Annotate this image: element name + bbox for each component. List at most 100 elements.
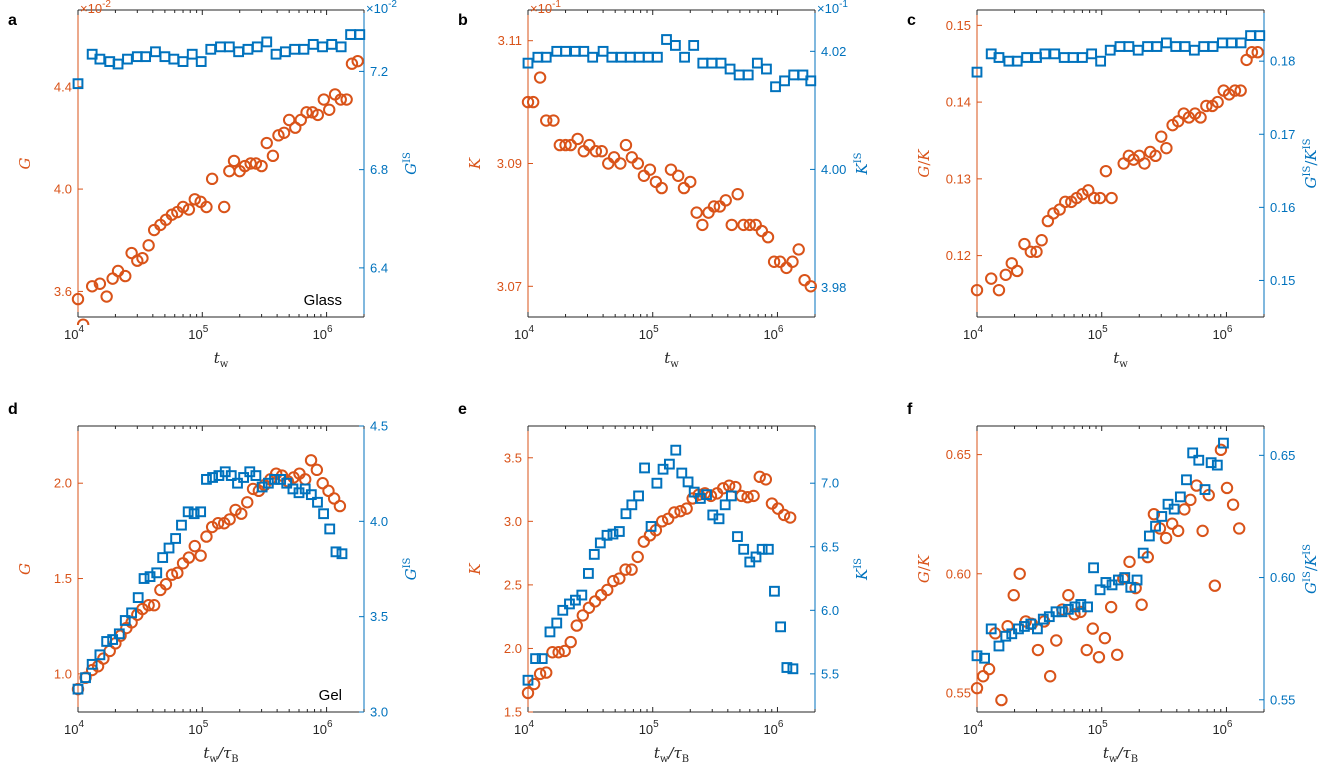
- right-series-point: [775, 621, 787, 633]
- right-series-point: [781, 662, 793, 673]
- left-series-point: [1013, 567, 1026, 580]
- x-tick-label: 106: [1212, 324, 1232, 342]
- right-series-point: [1150, 520, 1161, 532]
- panel-label: b: [458, 12, 468, 29]
- left-series-point: [995, 693, 1008, 707]
- right-axis-label: GIS: [402, 152, 420, 175]
- left-series-point: [1104, 600, 1118, 614]
- left-axis-label: G/K: [915, 554, 933, 583]
- left-series-point: [767, 255, 781, 268]
- right-tick-label: 5.5: [821, 666, 839, 681]
- x-axis-label: tw: [1113, 349, 1128, 370]
- right-series-point: [94, 53, 106, 65]
- left-series-point: [607, 574, 620, 588]
- right-series-point: [1143, 530, 1155, 542]
- right-series-point: [176, 519, 187, 531]
- left-series-point: [159, 578, 173, 591]
- left-series-point: [316, 477, 329, 490]
- right-series-point: [1198, 41, 1210, 52]
- right-series-point: [1088, 562, 1099, 574]
- left-series-point: [244, 157, 257, 170]
- left-series-point: [625, 151, 639, 164]
- left-tick-label: 3.09: [497, 156, 522, 171]
- left-series-point: [588, 595, 602, 608]
- left-series-point: [559, 138, 572, 152]
- right-series-point: [620, 508, 632, 520]
- left-series-point: [1024, 245, 1038, 258]
- left-series-point: [71, 292, 85, 306]
- left-series-point: [345, 57, 359, 70]
- right-series-point: [715, 57, 727, 69]
- right-tick-label: 6.0: [821, 603, 839, 618]
- left-series-point: [272, 129, 285, 142]
- panel-annotation: Gel: [319, 687, 342, 704]
- right-series-point: [557, 604, 569, 616]
- right-series-point: [706, 57, 718, 69]
- right-series-point: [324, 523, 336, 535]
- right-series-point: [159, 51, 171, 63]
- left-series-point: [737, 218, 750, 232]
- left-series-point: [340, 93, 353, 106]
- right-series-point: [215, 41, 226, 53]
- right-series-point: [1226, 37, 1238, 49]
- x-tick-label: 106: [313, 324, 333, 342]
- right-series-point: [1039, 48, 1051, 60]
- left-series-point: [1165, 517, 1179, 530]
- left-series-point: [136, 602, 149, 616]
- right-tick-label: 0.60: [1270, 570, 1295, 585]
- right-series-point: [126, 607, 138, 619]
- left-series-point: [982, 662, 996, 676]
- left-series-point: [176, 200, 190, 214]
- right-series-point: [1058, 52, 1070, 63]
- right-series-point: [101, 636, 113, 647]
- left-series-point: [1228, 84, 1242, 97]
- right-series-point: [724, 63, 736, 75]
- right-series-point: [1086, 48, 1098, 60]
- left-series-point: [671, 169, 685, 182]
- x-tick-label: 104: [514, 324, 534, 342]
- left-series-point: [999, 268, 1012, 281]
- right-series-point: [1125, 581, 1137, 593]
- right-series-point: [1188, 44, 1200, 56]
- right-series-point: [1069, 601, 1081, 613]
- right-series-point: [670, 40, 681, 51]
- left-series-point: [1086, 622, 1099, 635]
- left-series-point: [205, 172, 219, 186]
- right-series-point: [606, 51, 618, 63]
- panel-label: e: [458, 401, 467, 418]
- right-series-point: [651, 51, 663, 63]
- right-series-point: [979, 652, 990, 664]
- right-series-point: [522, 674, 534, 686]
- left-series-point: [680, 502, 693, 515]
- left-series-point: [619, 138, 633, 152]
- left-series-point: [1050, 634, 1063, 647]
- x-axis-label: tw/τB: [1103, 744, 1138, 765]
- left-series-point: [1211, 95, 1224, 109]
- left-series-point: [1110, 648, 1124, 661]
- left-tick-label: 3.0: [504, 514, 522, 529]
- right-series-point: [1170, 41, 1182, 52]
- right-series-point: [1056, 606, 1068, 618]
- left-tick-label: 1.5: [504, 705, 522, 720]
- left-series-point: [589, 145, 603, 158]
- left-multiplier: ×10-2: [80, 0, 111, 16]
- right-series-point: [86, 658, 98, 670]
- x-tick-label: 106: [313, 719, 333, 737]
- left-series-point: [570, 619, 583, 632]
- left-series-point: [533, 71, 547, 84]
- right-series-point: [238, 472, 250, 483]
- right-series-point: [1193, 454, 1205, 466]
- x-tick-label: 105: [639, 719, 659, 737]
- right-series-point: [797, 69, 809, 81]
- left-series-point: [1047, 207, 1060, 220]
- right-tick-label: 0.65: [1270, 448, 1295, 463]
- left-series-point: [165, 568, 179, 581]
- left-series-point: [1200, 99, 1213, 113]
- right-series-point: [688, 486, 700, 498]
- right-series-point: [72, 683, 84, 695]
- left-tick-label: 0.65: [946, 447, 971, 462]
- left-series-point: [792, 243, 805, 256]
- right-series-point: [1181, 474, 1192, 486]
- right-series-point: [742, 69, 754, 81]
- left-series-point: [761, 230, 775, 244]
